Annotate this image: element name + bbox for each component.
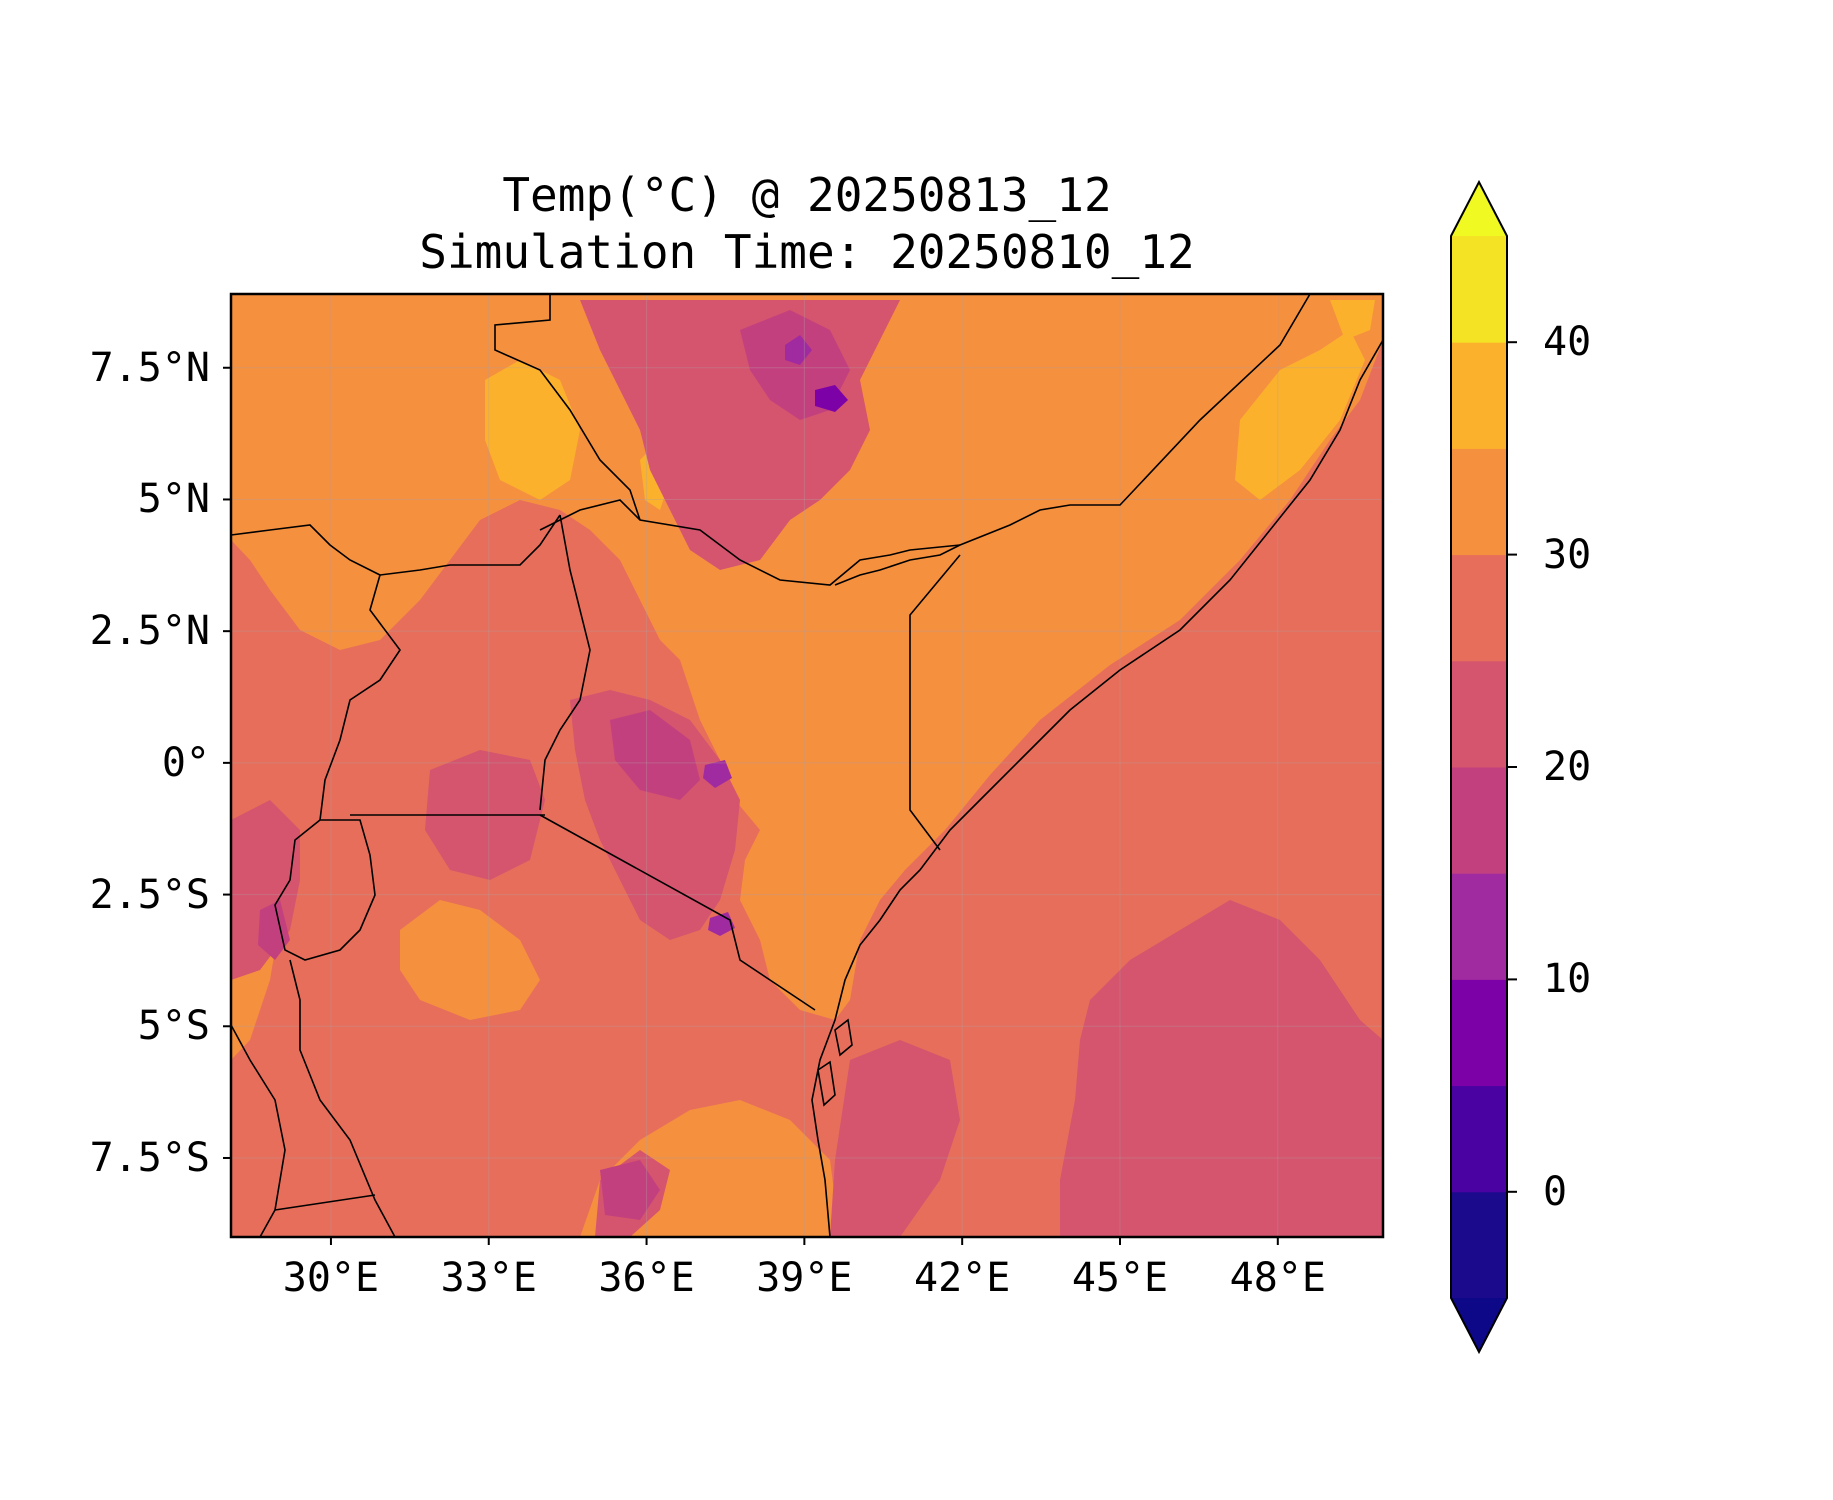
temp-band-10-15-ethiopia-peak	[785, 335, 812, 365]
border-kenya-tanzania	[539, 814, 816, 1011]
y-tick-label: 0°	[161, 739, 210, 786]
colorbar-segment	[1451, 236, 1507, 343]
border-uganda-kenya	[539, 514, 591, 811]
country-borders	[231, 294, 1383, 1237]
border-uganda-drc	[319, 574, 401, 821]
colorbar-segment	[1451, 767, 1507, 874]
temp-band-30-35-tanzania-north	[400, 900, 540, 1020]
y-tick-label: 7.5°N	[89, 344, 210, 391]
colorbar-segment	[1451, 448, 1507, 556]
border-tanzania-west	[289, 959, 396, 1237]
colorbar-segment	[1451, 342, 1507, 449]
colorbar-segment	[1451, 1191, 1507, 1299]
x-tick-label: 42°E	[914, 1255, 1011, 1301]
y-tick-label: 5°N	[137, 476, 210, 523]
temp-band-20-25-indian-ocean-south	[1060, 900, 1383, 1237]
temp-band-15-20-kenya	[610, 710, 700, 800]
y-tick-marks	[223, 366, 231, 1159]
y-tick-label: 5°S	[137, 1003, 210, 1050]
island-pemba	[817, 1060, 836, 1107]
y-tick-label: 7.5°S	[89, 1134, 210, 1181]
temperature-field	[231, 294, 1383, 1237]
colorbar-tick-label: 30	[1543, 531, 1592, 578]
temp-band-5-10-ethiopia-peak	[815, 385, 848, 412]
border-tanzania-zambia	[274, 1194, 376, 1211]
temp-band-10-15-kilimanjaro	[708, 912, 735, 936]
x-tick-label: 39°E	[756, 1255, 853, 1301]
y-tick-label: 2.5°S	[89, 871, 210, 918]
x-tick-label: 36°E	[598, 1255, 695, 1301]
temp-band-10-15-kenya-peak	[703, 760, 732, 788]
colorbar-segment	[1451, 1085, 1507, 1193]
temp-band-35-40-sudan	[485, 360, 580, 500]
colorbar-tick-label: 20	[1543, 744, 1592, 790]
map-title-line-1: Temp(°C) @ 20250813_12	[502, 168, 1112, 222]
island-zanzibar	[834, 1018, 853, 1057]
temp-band-15-20-rwanda	[258, 900, 290, 960]
x-tick-label: 33°E	[440, 1255, 537, 1301]
colorbar-tick-label: 0	[1543, 1168, 1568, 1215]
colorbar	[1450, 179, 1517, 1355]
x-tick-label: 30°E	[282, 1255, 380, 1301]
temp-band-15-20-tanzania	[600, 1160, 660, 1220]
colorbar-segment	[1451, 554, 1507, 662]
colorbar-outline	[1450, 179, 1508, 1355]
colorbar-segment	[1451, 979, 1507, 1087]
colorbar-tick-label: 10	[1543, 956, 1592, 1003]
border-sudan-south-sudan	[490, 294, 641, 521]
border-ethiopia-kenya	[539, 499, 961, 586]
border-drc-south	[231, 1024, 286, 1237]
map-frame	[229, 292, 1385, 1239]
temp-band-35-40-ne-strip	[1330, 300, 1375, 340]
temp-band-20-25-coastal-south	[830, 1040, 960, 1237]
colorbar-extend-high	[1451, 182, 1507, 236]
colorbar-segment	[1451, 873, 1507, 980]
x-tick-label: 45°E	[1071, 1255, 1169, 1301]
x-tick-label: 48°E	[1229, 1255, 1326, 1301]
temp-band-35-40-somalia	[1235, 330, 1365, 500]
border-kenya-somalia	[909, 554, 961, 851]
coastline-east-africa	[811, 339, 1383, 1237]
colorbar-tick-label: 40	[1543, 319, 1592, 366]
map-title-line-2: Simulation Time: 20250810_12	[419, 225, 1195, 279]
border-rwanda-burundi	[274, 819, 376, 961]
colorbar-extend-low	[1451, 1298, 1507, 1352]
x-tick-marks	[329, 1237, 1279, 1245]
temp-band-20-25-kenya-highlands	[570, 690, 740, 940]
border-ethiopia-somalia	[834, 294, 1311, 586]
colorbar-segment	[1451, 660, 1507, 768]
y-tick-label: 2.5°N	[89, 608, 210, 655]
